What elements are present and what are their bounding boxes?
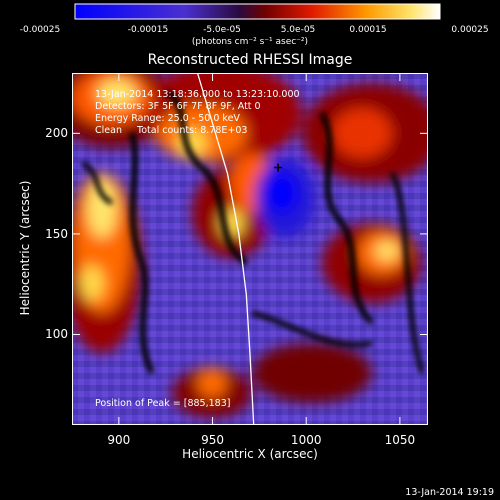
info-clean: Clean Total counts: 8.78E+03 bbox=[95, 125, 248, 136]
info-time: 13-Jan-2014 13:18:36.000 to 13:23:10.000 bbox=[95, 89, 300, 100]
y-tick-label: 150 bbox=[45, 226, 68, 241]
colorbar-tick-label: 0.00015 bbox=[349, 25, 387, 35]
peak-position-label: Position of Peak = [885,183] bbox=[95, 398, 231, 409]
y-tick-label: 200 bbox=[45, 126, 68, 141]
x-tick-label: 1050 bbox=[384, 433, 416, 447]
x-tick-label: 1000 bbox=[290, 433, 322, 447]
y-axis-label: Heliocentric Y (arcsec) bbox=[18, 180, 32, 316]
x-tick-label: 950 bbox=[201, 433, 224, 447]
info-detectors: Detectors: 3F 5F 6F 7F 8F 9F, Att 0 bbox=[95, 101, 261, 112]
colorbar-tick-label: -0.00015 bbox=[127, 25, 169, 35]
colorbar bbox=[74, 3, 441, 20]
heatmap-plot bbox=[72, 73, 428, 425]
plot-frame bbox=[72, 73, 428, 425]
colorbar-tick-label: 0.00025 bbox=[451, 25, 489, 35]
solar-limb-curve bbox=[196, 73, 255, 425]
colorbar-tick-label: -5.0e-05 bbox=[203, 25, 241, 35]
info-energy: Energy Range: 25.0 - 50.0 keV bbox=[95, 113, 240, 124]
footer-date: 13-Jan-2014 19:19 bbox=[405, 487, 494, 498]
colorbar-gradient bbox=[74, 3, 441, 20]
axis-ticks bbox=[72, 73, 428, 425]
colorbar-tick-label: 5.0e-05 bbox=[280, 25, 316, 35]
y-tick-label: 100 bbox=[45, 327, 68, 342]
heatmap-emission bbox=[72, 73, 428, 418]
chart-title: Reconstructed RHESSI Image bbox=[147, 52, 353, 68]
peak-marker bbox=[274, 163, 283, 172]
colorbar-unit-label: (photons cm⁻² s⁻¹ asec⁻²) bbox=[191, 37, 309, 47]
heatmap-black-contours bbox=[80, 90, 425, 375]
x-axis-label: Heliocentric X (arcsec) bbox=[182, 447, 318, 461]
colorbar-tick-label: -0.00025 bbox=[19, 25, 61, 35]
x-tick-label: 900 bbox=[107, 433, 131, 447]
